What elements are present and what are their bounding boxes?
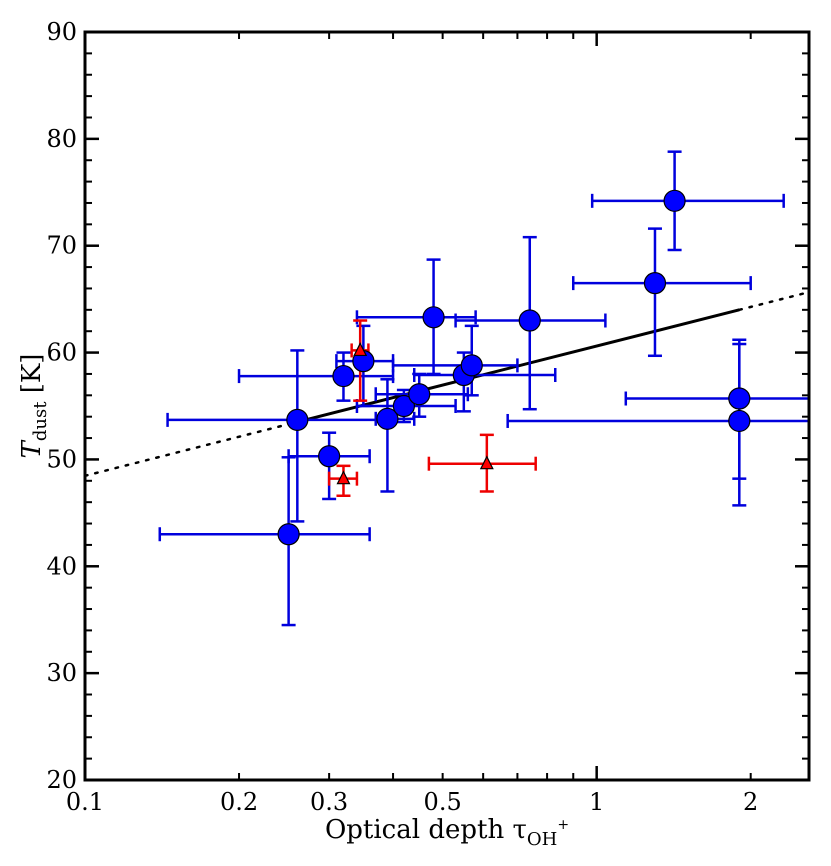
y-tick-label: 80 xyxy=(46,125,77,153)
data-point-triangle xyxy=(353,342,368,357)
y-tick-label: 70 xyxy=(46,232,77,260)
data-point-circle xyxy=(332,364,355,388)
fit-line-extrapolation-left xyxy=(85,422,290,478)
data-point-circle xyxy=(422,306,445,329)
error-bars xyxy=(158,150,809,627)
y-tick-label: 50 xyxy=(46,445,77,473)
data-point-circle xyxy=(286,408,309,431)
x-tick-label: 0.1 xyxy=(66,788,104,816)
fit-line xyxy=(85,290,809,478)
y-tick-label: 30 xyxy=(46,659,77,687)
x-tick-label: 0.2 xyxy=(220,788,258,816)
x-tick-labels: 0.1 0.2 0.3 0.5 1 2 xyxy=(66,788,758,816)
data-point-circle xyxy=(376,407,399,430)
data-point-circle xyxy=(277,523,300,546)
y-tick-labels: 20 30 40 50 60 70 80 90 xyxy=(46,18,77,794)
x-axis-title-main: Optical depth τ xyxy=(325,815,527,845)
x-axis-title-subscript: OH xyxy=(527,829,557,850)
x-tick-label: 2 xyxy=(743,788,758,816)
data-point-circle xyxy=(728,409,751,433)
fit-line-extrapolation-right xyxy=(738,290,809,312)
y-axis-title-unit: [K] xyxy=(17,354,47,402)
y-tick-label: 90 xyxy=(46,18,77,46)
data-point-circle xyxy=(460,354,483,377)
data-point-circle xyxy=(643,272,667,295)
x-tick-label: 0.5 xyxy=(424,788,462,816)
y-axis-title-subscript: dust xyxy=(30,401,51,441)
x-axis-title-superscript: + xyxy=(557,817,569,833)
y-axis-title: Tdust [K] xyxy=(17,354,51,459)
x-axis-title: Optical depth τOH+ xyxy=(325,815,569,850)
data-point-circle xyxy=(728,387,751,410)
data-point-circle xyxy=(518,309,541,332)
y-tick-label: 60 xyxy=(46,339,77,367)
y-tick-label: 40 xyxy=(46,552,77,580)
data-point-circle xyxy=(408,383,431,406)
data-point-circle xyxy=(392,394,415,418)
data-point-circle xyxy=(663,189,686,212)
data-point-triangle xyxy=(336,470,351,485)
y-tick-label: 20 xyxy=(46,766,77,794)
data-markers xyxy=(277,189,751,546)
y-axis-title-main: T xyxy=(17,439,47,458)
plot-frame xyxy=(83,30,811,782)
x-tick-label: 1 xyxy=(589,788,604,816)
x-tick-label: 0.3 xyxy=(310,788,348,816)
data-point-triangle xyxy=(479,455,494,470)
data-point-circle xyxy=(318,445,341,468)
